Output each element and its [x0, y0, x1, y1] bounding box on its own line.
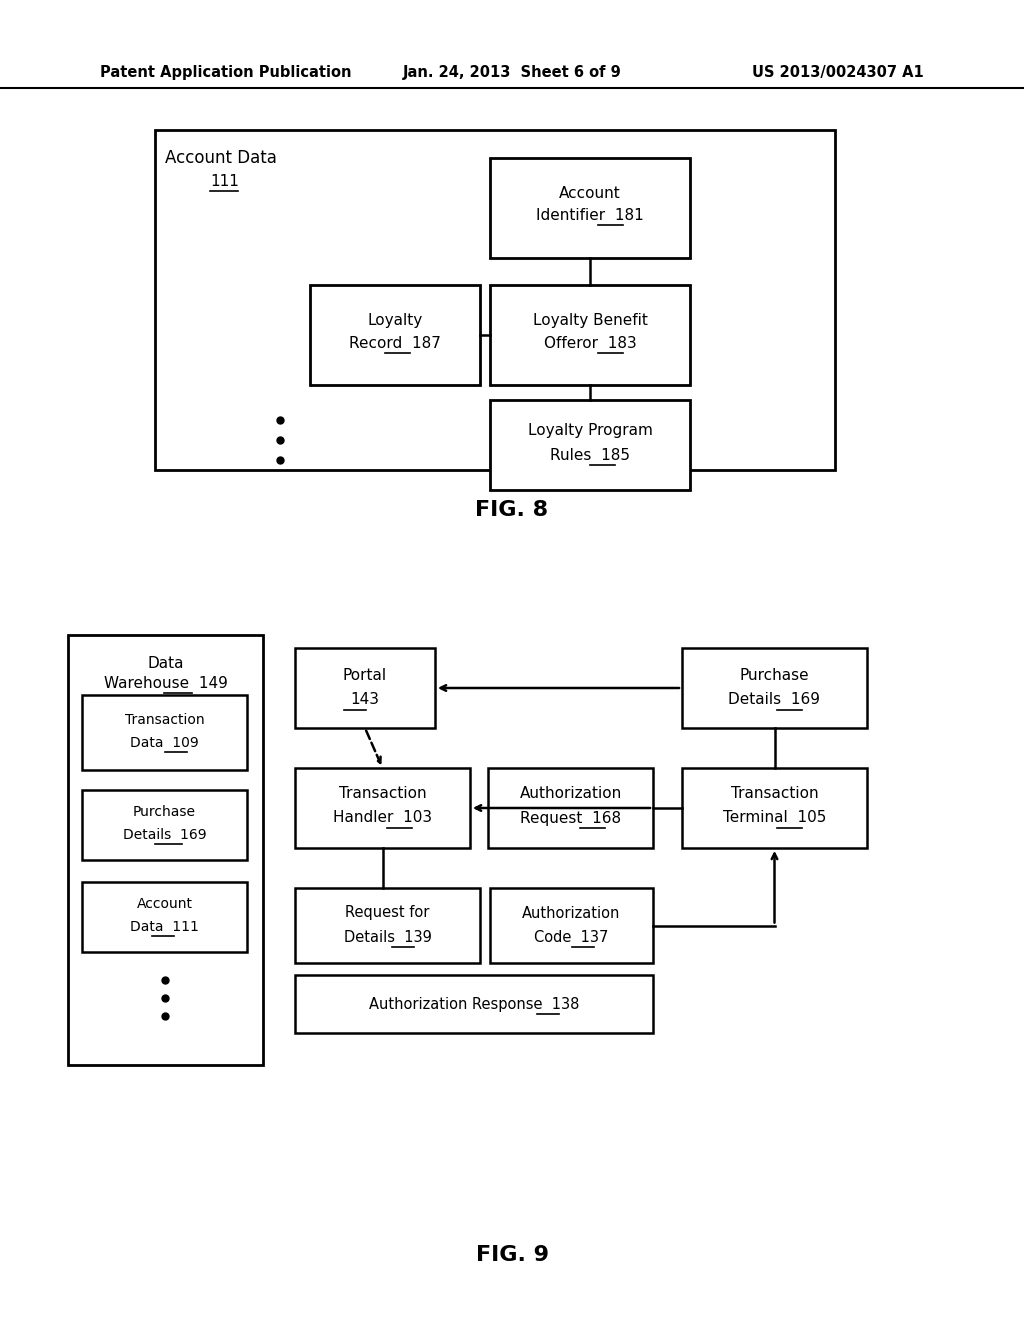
Bar	[310, 285, 480, 385]
Bar	[295, 648, 435, 729]
Bar	[490, 400, 690, 490]
Text: Transaction: Transaction	[731, 785, 818, 800]
Bar	[82, 696, 247, 770]
Bar	[295, 888, 480, 964]
Text: 143: 143	[350, 693, 380, 708]
Text: Code  137: Code 137	[535, 931, 608, 945]
Bar	[682, 648, 867, 729]
Text: Loyalty Program: Loyalty Program	[527, 422, 652, 437]
Bar	[682, 768, 867, 847]
Text: Terminal  105: Terminal 105	[723, 810, 826, 825]
Bar	[68, 635, 263, 1065]
Text: Loyalty Benefit: Loyalty Benefit	[532, 313, 647, 327]
Bar	[155, 129, 835, 470]
Bar	[295, 768, 470, 847]
Text: Account: Account	[136, 898, 193, 911]
Text: Offeror  183: Offeror 183	[544, 335, 636, 351]
Text: Loyalty: Loyalty	[368, 313, 423, 327]
Text: FIG. 8: FIG. 8	[475, 500, 549, 520]
Text: Request for: Request for	[345, 906, 430, 920]
Text: Transaction: Transaction	[125, 713, 205, 727]
Text: Authorization: Authorization	[522, 906, 621, 920]
Text: Handler  103: Handler 103	[333, 810, 432, 825]
Text: Warehouse  149: Warehouse 149	[103, 676, 227, 690]
Bar	[490, 285, 690, 385]
Bar	[490, 158, 690, 257]
Text: Request  168: Request 168	[520, 810, 622, 825]
Bar	[490, 888, 653, 964]
Text: US 2013/0024307 A1: US 2013/0024307 A1	[753, 65, 924, 79]
Text: Transaction: Transaction	[339, 785, 426, 800]
Text: Purchase: Purchase	[133, 805, 196, 818]
Text: Data  109: Data 109	[130, 737, 199, 750]
Text: Data  111: Data 111	[130, 920, 199, 935]
Text: 111: 111	[210, 174, 239, 190]
Bar	[82, 882, 247, 952]
Text: Record  187: Record 187	[349, 335, 441, 351]
Text: Rules  185: Rules 185	[550, 447, 630, 462]
Bar	[295, 975, 653, 1034]
Bar	[488, 768, 653, 847]
Text: Details  169: Details 169	[123, 828, 206, 842]
Text: FIG. 9: FIG. 9	[475, 1245, 549, 1265]
Bar	[82, 789, 247, 861]
Text: Authorization Response  138: Authorization Response 138	[369, 997, 580, 1011]
Text: Patent Application Publication: Patent Application Publication	[100, 65, 351, 79]
Text: Account: Account	[559, 186, 621, 201]
Text: Account Data: Account Data	[165, 149, 276, 168]
Text: Data: Data	[147, 656, 183, 671]
Text: Purchase: Purchase	[739, 668, 809, 684]
Text: Identifier  181: Identifier 181	[537, 207, 644, 223]
Text: Jan. 24, 2013  Sheet 6 of 9: Jan. 24, 2013 Sheet 6 of 9	[402, 65, 622, 79]
Text: Details  139: Details 139	[344, 931, 431, 945]
Text: Details  169: Details 169	[728, 693, 820, 708]
Text: Authorization: Authorization	[519, 785, 622, 800]
Text: Portal: Portal	[343, 668, 387, 684]
